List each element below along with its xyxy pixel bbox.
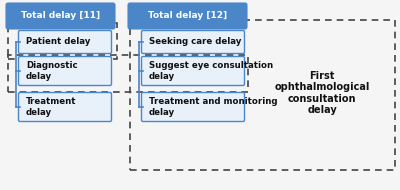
Text: Seeking care delay: Seeking care delay: [149, 37, 241, 47]
Text: Suggest eye consultation
delay: Suggest eye consultation delay: [149, 61, 273, 81]
Text: First
ophthalmological
consultation
delay: First ophthalmological consultation dela…: [274, 71, 370, 115]
Text: Total delay [11]: Total delay [11]: [21, 12, 100, 21]
FancyBboxPatch shape: [128, 3, 246, 28]
Bar: [8, 23, 117, 59]
Text: Diagnostic
delay: Diagnostic delay: [26, 61, 78, 81]
FancyBboxPatch shape: [142, 31, 244, 54]
Bar: [8, 55, 248, 92]
Bar: [130, 20, 395, 170]
Text: Total delay [12]: Total delay [12]: [148, 12, 227, 21]
Text: Patient delay: Patient delay: [26, 37, 90, 47]
FancyBboxPatch shape: [18, 31, 112, 54]
Text: Treatment and monitoring
delay: Treatment and monitoring delay: [149, 97, 278, 117]
FancyBboxPatch shape: [142, 93, 244, 121]
FancyBboxPatch shape: [18, 93, 112, 121]
FancyBboxPatch shape: [18, 56, 112, 86]
Text: Treatment
delay: Treatment delay: [26, 97, 76, 117]
FancyBboxPatch shape: [6, 3, 114, 28]
FancyBboxPatch shape: [142, 56, 244, 86]
